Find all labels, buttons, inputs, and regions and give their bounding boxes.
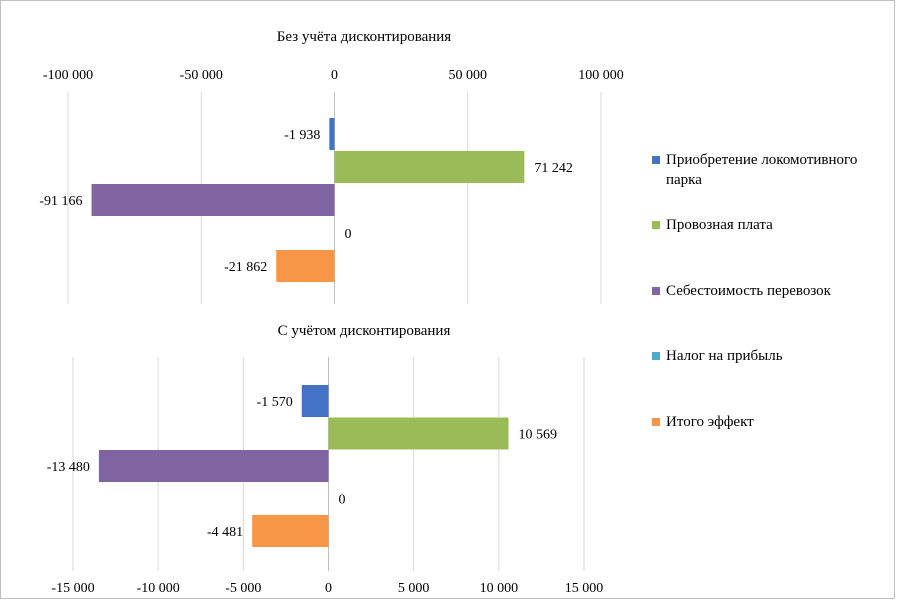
x-tick-label: 15 000 (565, 581, 604, 596)
bar (329, 118, 335, 150)
data-label: -1 938 (284, 128, 320, 143)
legend-swatch (652, 156, 660, 164)
x-tick-label: 50 000 (449, 68, 488, 83)
bar (301, 385, 329, 417)
bar (252, 515, 329, 547)
data-label: 0 (339, 493, 346, 508)
x-tick-label: -10 000 (137, 581, 180, 596)
data-label: -21 862 (224, 260, 267, 275)
bar (328, 417, 509, 450)
data-label: -13 480 (47, 460, 90, 475)
legend-swatch (652, 287, 660, 295)
x-tick-label: -50 000 (180, 68, 223, 83)
x-tick-label: 100 000 (578, 68, 624, 83)
data-label: -4 481 (207, 525, 243, 540)
x-tick-label: 10 000 (480, 581, 519, 596)
data-label: 71 242 (534, 161, 573, 176)
legend-label: Итого эффект (666, 414, 754, 430)
legend-label: Приобретение локомотивного парка (666, 152, 858, 188)
x-tick-label: 0 (325, 581, 332, 596)
legend-item: Итого эффект (652, 412, 892, 432)
bar (91, 184, 335, 216)
legend-swatch (652, 221, 660, 229)
legend-item: Себестоимость перевозок (652, 281, 892, 301)
x-tick-label: -100 000 (43, 68, 93, 83)
data-label: -91 166 (39, 194, 82, 209)
bar (334, 151, 525, 183)
legend-label: Себестоимость перевозок (666, 283, 831, 299)
data-label: -1 570 (257, 395, 293, 410)
legend-swatch (652, 418, 660, 426)
x-tick-label: -5 000 (225, 581, 261, 596)
x-tick-label: 5 000 (398, 581, 430, 596)
x-tick-label: -15 000 (51, 581, 94, 596)
data-label: 10 569 (519, 428, 558, 443)
legend-swatch (652, 352, 660, 360)
bar (98, 450, 329, 482)
legend-item: Налог на прибыль (652, 346, 892, 366)
x-tick-label: 0 (331, 68, 338, 83)
legend-item: Провозная плата (652, 215, 892, 235)
legend-item: Приобретение локомотивного парка (652, 150, 892, 190)
chart-title: С учётом дисконтирования (278, 323, 451, 339)
legend-label: Налог на прибыль (666, 348, 783, 364)
data-label: 0 (345, 227, 352, 242)
legend-label: Провозная плата (666, 217, 773, 233)
bar (276, 250, 335, 282)
chart-title: Без учёта дисконтирования (277, 29, 452, 45)
